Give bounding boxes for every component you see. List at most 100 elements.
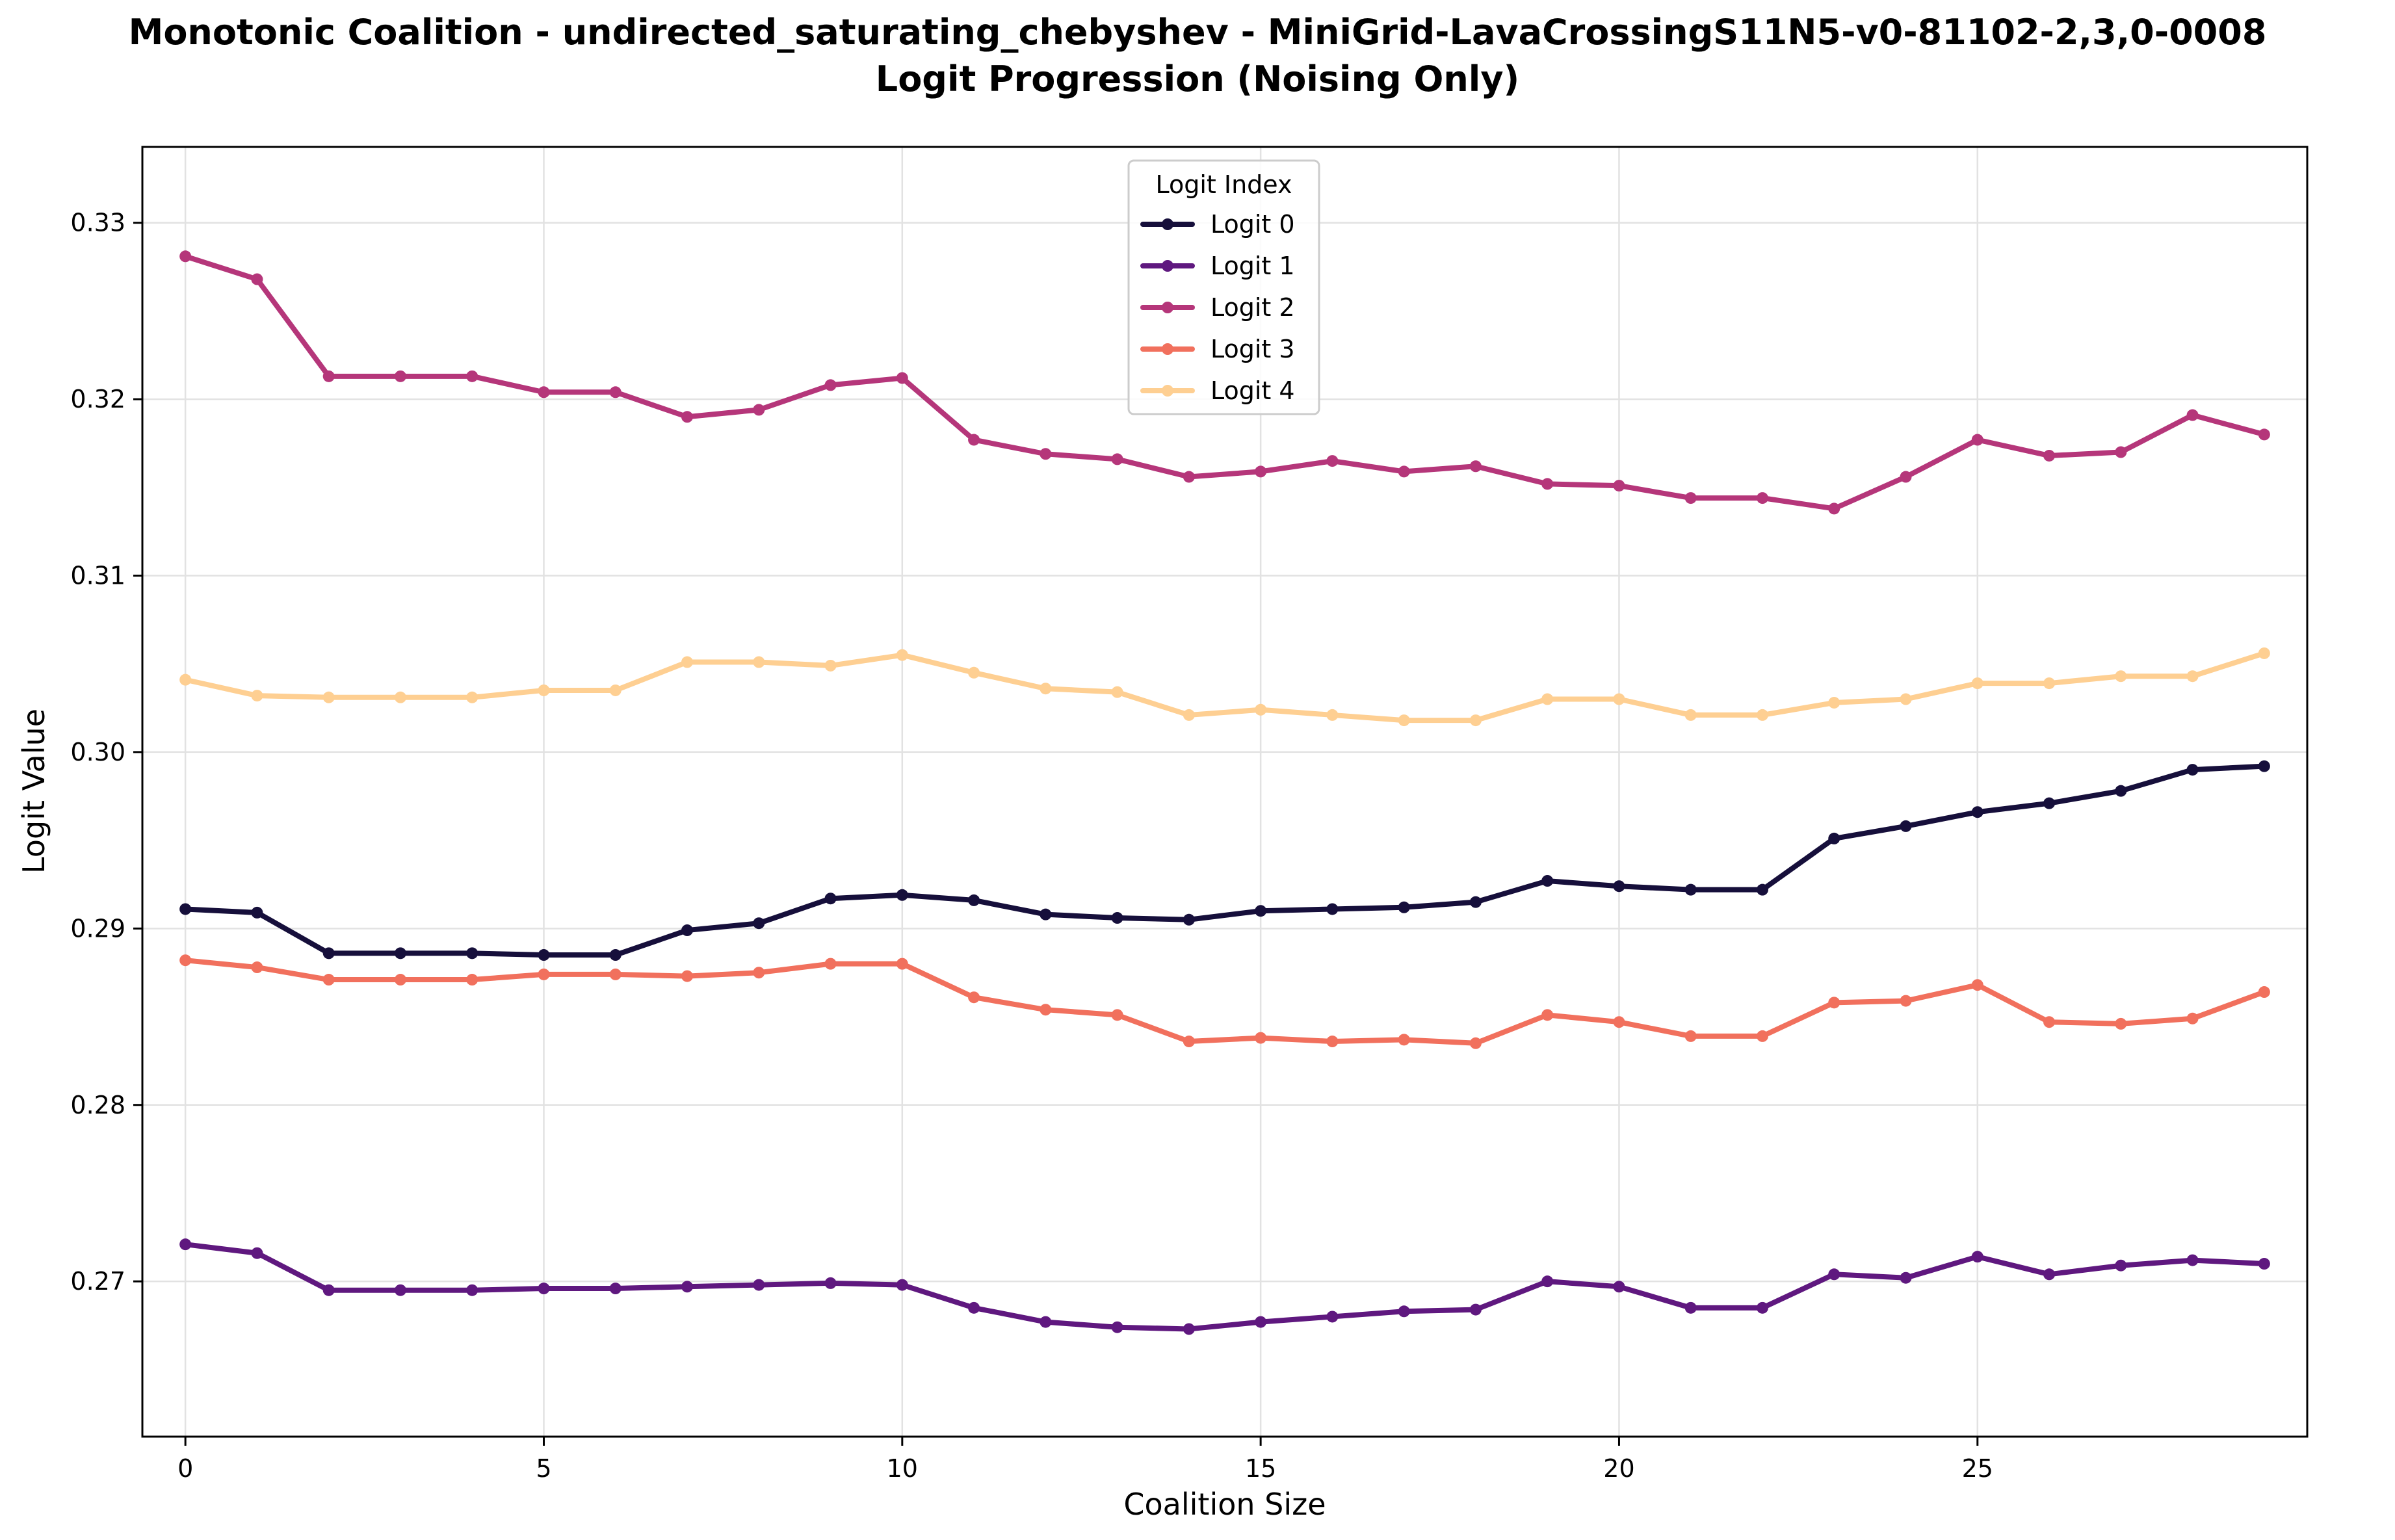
data-point [1756,1030,1768,1042]
data-point [251,690,263,702]
data-point [1326,709,1339,721]
data-point [1900,693,1912,705]
legend-entry-label: Logit 4 [1211,376,1295,405]
data-point [1613,480,1625,492]
data-point [1756,709,1768,721]
data-point [466,974,478,986]
data-point [968,434,980,446]
data-point [1828,1268,1840,1281]
data-point [2043,677,2056,690]
data-point [1756,883,1768,896]
data-point [681,970,694,982]
legend-entry-label: Logit 1 [1211,252,1295,280]
data-point [179,903,192,915]
data-point [1111,912,1123,924]
data-point [753,1279,765,1291]
data-point [1469,460,1482,473]
data-point [179,1238,192,1251]
legend-entry-label: Logit 2 [1211,293,1295,322]
data-point [1971,979,1983,991]
data-point [322,974,335,986]
data-point [1971,806,1983,818]
data-point [1684,1030,1697,1042]
data-point [1326,1311,1339,1323]
data-point [538,1283,550,1295]
data-point [179,673,192,686]
data-point [2043,1016,2056,1028]
data-point [1183,1036,1195,1048]
data-point [968,894,980,906]
data-point [896,1279,908,1291]
data-point [824,659,837,672]
x-tick-label: 10 [887,1454,918,1483]
data-point [2258,986,2270,998]
legend-swatch-marker [1162,385,1173,397]
data-point [2186,670,2199,683]
series-line [183,958,2267,1046]
grid [142,147,2307,1437]
data-point [1469,1037,1482,1049]
data-point [824,958,837,970]
y-tick-label: 0.28 [70,1091,125,1119]
data-point [2186,409,2199,421]
data-point [538,684,550,696]
data-point [824,1277,837,1289]
data-point [1900,471,1912,483]
data-point [1111,686,1123,698]
data-point [1111,453,1123,465]
data-point [1326,1036,1339,1048]
data-point [1183,471,1195,483]
data-point [1756,492,1768,504]
data-point [1040,1316,1052,1328]
series-line [183,650,2267,724]
data-point [1541,478,1554,490]
legend-entry-label: Logit 0 [1211,210,1295,239]
data-point [1255,703,1267,716]
data-point [1469,714,1482,727]
data-point [2258,647,2270,659]
data-point [322,1284,335,1296]
data-point [681,924,694,937]
data-point [896,649,908,661]
ticks: 0 5 10 15 20 25 0.27 0.28 0.29 0.30 0.31 0.32 0.33 [70,209,1993,1483]
data-point [1541,1009,1554,1021]
series-3 [179,954,2270,1049]
x-tick-label: 15 [1245,1454,1276,1483]
data-point [1971,434,1983,446]
data-point [1111,1009,1123,1021]
data-point [538,968,550,980]
x-tick-label: 25 [1962,1454,1993,1483]
data-point [1613,1016,1625,1028]
data-point [1469,1303,1482,1316]
chart-title-line1: Monotonic Coalition - undirected_saturat… [129,12,2267,53]
data-point [2043,449,2056,462]
data-point [1900,820,1912,832]
data-point [2043,797,2056,809]
data-point [251,273,263,285]
data-point [1398,901,1410,913]
data-point [251,906,263,919]
data-point [179,954,192,967]
data-point [2186,1254,2199,1266]
data-point [896,889,908,901]
data-point [466,370,478,382]
y-axis-label: Logit Value [16,709,51,874]
data-point [322,370,335,382]
data-point [609,1283,622,1295]
data-point [2115,670,2127,683]
data-point [1255,1316,1267,1328]
data-point [2115,446,2127,458]
y-tick-label: 0.29 [70,914,125,943]
data-point [681,656,694,668]
data-point [824,379,837,391]
data-point [968,991,980,1004]
data-point [753,656,765,668]
data-point [1971,1251,1983,1263]
data-point [1398,1305,1410,1318]
data-point [1613,693,1625,705]
data-point [1040,683,1052,695]
data-point [466,691,478,703]
data-point [681,411,694,423]
data-point [1040,908,1052,920]
